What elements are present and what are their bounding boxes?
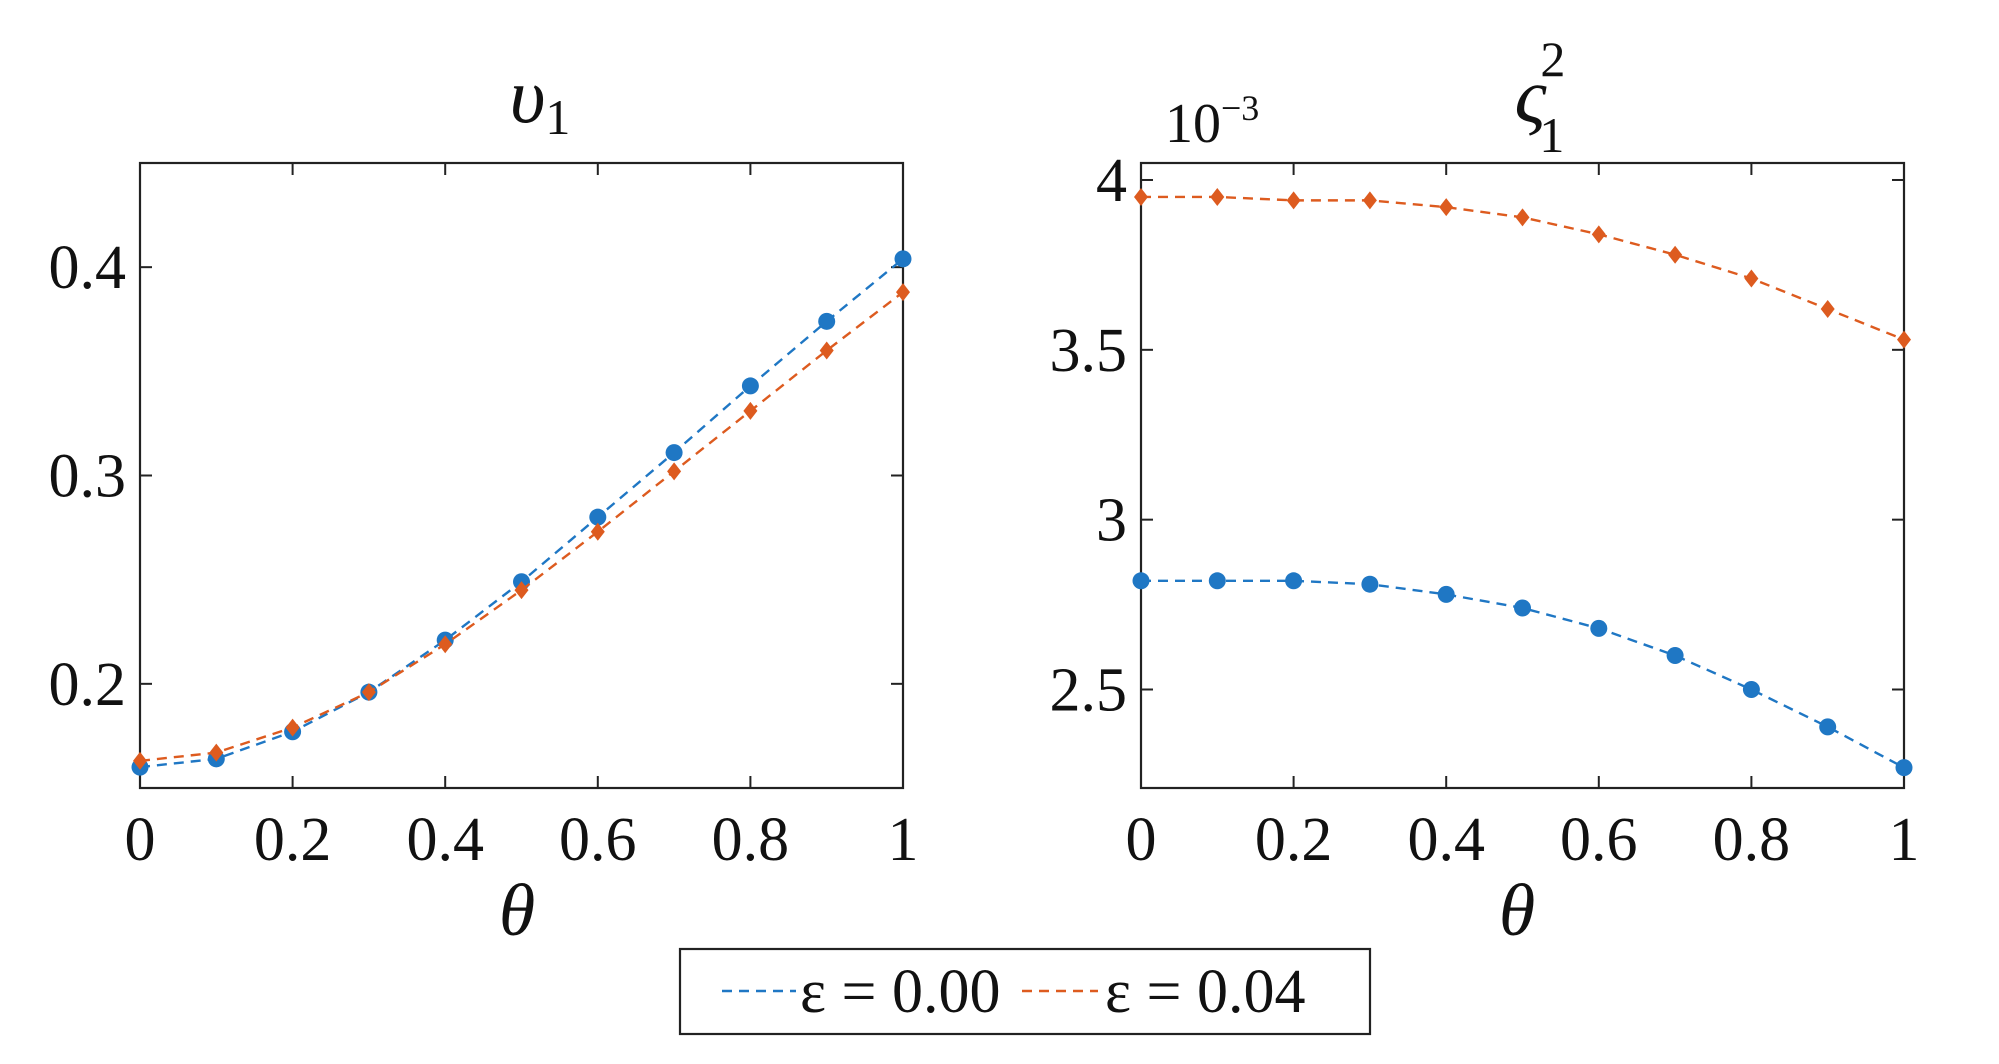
left-series-1-point [589, 508, 607, 526]
right-series-2-point [1439, 198, 1454, 217]
left-y-tick-label: 0.2 [49, 651, 127, 719]
right-series-2-point [1515, 208, 1530, 227]
right-series-2-point [1668, 245, 1683, 264]
left-series-2-line [139, 291, 904, 763]
right-series-1-point [1590, 619, 1608, 637]
right-y-tick-label: 4 [1096, 147, 1127, 215]
right-series-1-point [1437, 585, 1455, 603]
left-series-1-line [139, 257, 904, 769]
left-chart-xlabel: θ [499, 870, 535, 952]
left-y-tick-label: 0.4 [49, 234, 127, 302]
right-x-tick-label: 0.4 [1407, 806, 1485, 874]
right-y-tick-label: 3.5 [1050, 317, 1128, 385]
right-y-tick-label: 2.5 [1050, 656, 1128, 724]
left-y-tick-label: 0.3 [49, 443, 127, 511]
left-series-2-point [819, 341, 834, 360]
left-series-2-point [209, 743, 224, 762]
right-x-tick-label: 0.6 [1560, 806, 1638, 874]
right-series-1-point [1208, 572, 1226, 590]
left-x-tick-label: 0 [125, 806, 156, 874]
right-x-tick-label: 0 [1126, 806, 1157, 874]
left-series-2-point [438, 635, 453, 654]
right-y-tick-label: 3 [1096, 487, 1127, 555]
left-series-1-point [818, 312, 836, 330]
right-series-1-point [1514, 599, 1531, 617]
right-series-1-point [1742, 680, 1760, 698]
right-series-1-point [1819, 718, 1837, 736]
right-series-2-point [1362, 191, 1377, 210]
left-series-1-point [894, 250, 912, 268]
left-chart-title-subscript: 1 [545, 89, 570, 145]
left-series-2-point [590, 522, 605, 541]
right-series-2-point [1210, 187, 1225, 206]
left-x-tick-label: 0.4 [406, 806, 484, 874]
right-series-1-point [1895, 759, 1913, 777]
multiplier-exponent: −3 [1221, 88, 1259, 128]
multiplier-base: 10 [1165, 93, 1221, 155]
right-x-tick-label: 0.8 [1713, 806, 1791, 874]
left-chart-title-main: υ [510, 52, 546, 139]
right-chart-title-subscript: 1 [1539, 107, 1564, 163]
right-series-1-point [1666, 647, 1684, 665]
left-x-tick-label: 1 [888, 806, 919, 874]
right-series-1-point [1285, 572, 1303, 590]
right-chart-title-main: ς [1515, 52, 1547, 139]
left-series-1-point [665, 444, 683, 462]
right-x-tick-label: 0.2 [1255, 806, 1333, 874]
right-chart-xlabel: θ [1499, 870, 1535, 952]
right-chart-panel: ς2 1 10−3 θ 0 0.2 0.4 0.6 0.8 1 2.5 3 3.5 4 [1050, 31, 1920, 952]
right-series-2-point [1134, 187, 1148, 206]
left-series-2-point [514, 581, 529, 600]
right-series-2-point [1286, 191, 1301, 210]
left-series-1-point [741, 377, 759, 395]
left-series-2-point [133, 751, 147, 770]
right-series-1-point [1361, 575, 1379, 593]
right-x-tick-label: 1 [1889, 806, 1920, 874]
right-plot-frame [1139, 161, 1906, 790]
right-series-2-point [1591, 225, 1606, 244]
left-series-2-point [361, 683, 376, 702]
left-series-2-point [743, 401, 758, 420]
left-plot-frame [138, 161, 905, 790]
left-series-2-point [285, 718, 300, 737]
right-series-2-point [1897, 330, 1911, 349]
right-series-1-point [1132, 572, 1150, 590]
left-x-tick-label: 0.8 [712, 806, 790, 874]
legend-label-series-2: ε = 0.04 [1105, 958, 1306, 1026]
right-chart-title-superscript: 2 [1540, 31, 1565, 87]
legend-label-series-1: ε = 0.00 [800, 958, 1001, 1026]
left-x-tick-label: 0.2 [254, 806, 332, 874]
right-chart-title: ς2 1 [1515, 31, 1566, 163]
right-series-2-point [1820, 300, 1835, 319]
left-series-2-point [896, 283, 910, 302]
legend: ε = 0.00 ε = 0.04 [678, 947, 1372, 1036]
left-x-tick-label: 0.6 [559, 806, 637, 874]
left-chart-panel: υ1 θ 0 0.2 0.4 0.6 0.8 10.20.30.4 [49, 52, 919, 952]
right-chart-multiplier: 10−3 [1165, 88, 1259, 155]
left-chart-title: υ1 [510, 52, 571, 145]
right-series-2-point [1744, 269, 1759, 288]
left-series-2-point [667, 462, 682, 481]
